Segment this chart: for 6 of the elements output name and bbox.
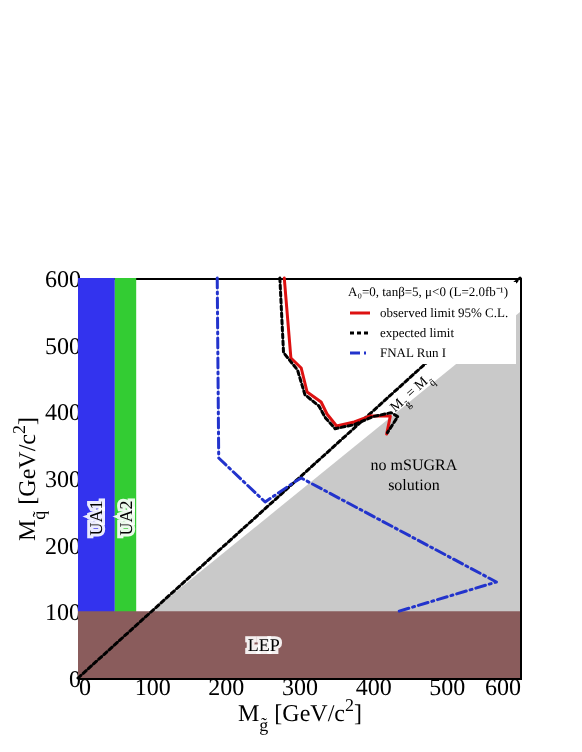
x-axis-title: M$_{g̃}$ [GeV/c$^{2}$]	[238, 695, 362, 735]
x-tick-label: 400	[355, 673, 392, 701]
band-label: UA1	[86, 500, 107, 536]
annotation: no mSUGRA solution	[370, 456, 458, 494]
band-label: LEP	[247, 634, 280, 655]
band-label: UA2	[115, 500, 136, 536]
